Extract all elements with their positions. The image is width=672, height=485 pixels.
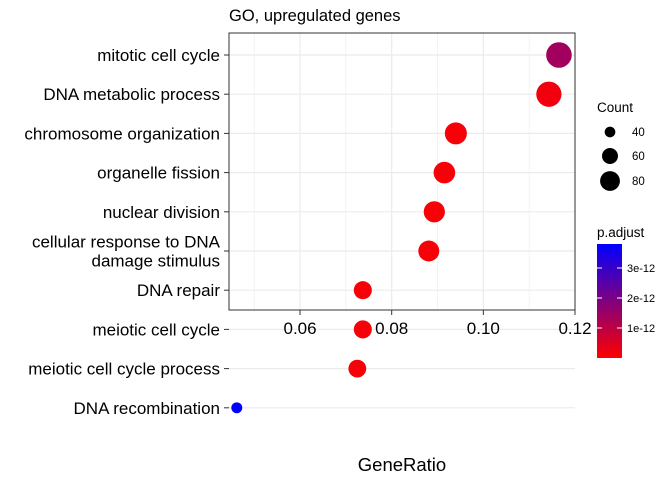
y-tick-label: nuclear division — [103, 203, 220, 222]
y-tick-label: meiotic cell cycle process — [28, 360, 220, 379]
y-axis-labels: mitotic cell cycle DNA metabolic process c… — [24, 46, 229, 418]
count-legend-key — [600, 171, 620, 191]
y-tick-label: mitotic cell cycle — [97, 46, 220, 65]
y-tick-label: DNA recombination — [74, 399, 220, 418]
y-tick-label: organelle fission — [97, 164, 220, 183]
x-tick-label: 0.08 — [375, 319, 408, 338]
data-point — [423, 201, 445, 223]
data-point — [231, 402, 243, 414]
count-legend-label: 60 — [632, 151, 645, 163]
colorbar-tick-label: 1e-12 — [627, 323, 655, 335]
y-tick-label: damage stimulus — [91, 252, 220, 271]
data-point — [348, 359, 367, 378]
count-legend-key — [602, 148, 618, 164]
panel-background — [229, 33, 575, 310]
chart-title: GO, upregulated genes — [229, 7, 401, 25]
count-legend-key — [604, 126, 616, 138]
x-tick-label: 0.06 — [283, 319, 316, 338]
plot-panel — [228, 32, 576, 414]
y-tick-label: chromosome organization — [24, 124, 220, 143]
data-point — [546, 42, 572, 68]
count-legend: Count 40 60 80 — [597, 100, 645, 191]
panel-border — [228, 32, 576, 311]
p-adjust-legend: p.adjust 3e-12 2e-12 1e-12 — [597, 225, 655, 358]
y-tick-label: cellular response to DNA — [32, 233, 221, 252]
p-adjust-colorbar — [597, 244, 622, 358]
colorbar-tick-label: 2e-12 — [627, 293, 655, 305]
y-tick-label: DNA repair — [137, 281, 220, 300]
colorbar-tick-label: 3e-12 — [627, 263, 655, 275]
data-point — [353, 281, 372, 300]
data-point — [433, 161, 456, 184]
count-legend-label: 80 — [632, 176, 645, 188]
data-point — [444, 122, 467, 145]
y-tick-label: DNA metabolic process — [43, 85, 220, 104]
x-tick-label: 0.12 — [558, 319, 591, 338]
y-tick-label: meiotic cell cycle — [92, 320, 220, 339]
data-point — [418, 240, 440, 262]
count-legend-label: 40 — [632, 127, 645, 139]
p-adjust-legend-title: p.adjust — [597, 225, 645, 240]
x-axis: 0.06 0.08 0.10 0.12 — [283, 310, 592, 338]
count-legend-title: Count — [597, 100, 633, 115]
data-point — [353, 320, 372, 339]
x-axis-title: GeneRatio — [358, 454, 446, 475]
x-tick-label: 0.10 — [467, 319, 500, 338]
data-point — [536, 81, 562, 107]
